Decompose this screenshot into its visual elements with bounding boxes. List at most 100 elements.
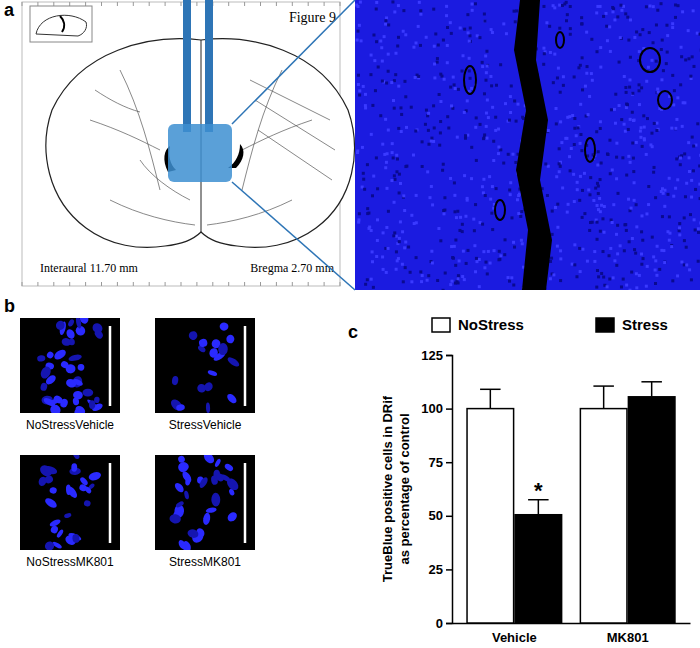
- micrograph-texture: [661, 39, 664, 42]
- micrograph-texture: [694, 228, 697, 231]
- micrograph-texture: [455, 216, 458, 219]
- micrograph-texture: [612, 276, 615, 279]
- micrograph-texture: [580, 16, 583, 19]
- micrograph-texture: [393, 107, 396, 110]
- cell: [211, 493, 220, 507]
- micrograph-texture: [463, 28, 466, 31]
- micrograph-texture: [479, 123, 482, 126]
- panel-a: aFigure 9Interaural 11.70 mmBregma 2.70 …: [4, 0, 700, 292]
- micrograph-texture: [639, 136, 642, 139]
- micrograph-texture: [647, 203, 650, 206]
- micrograph-texture: [424, 123, 427, 126]
- micrograph-texture: [692, 145, 695, 148]
- atlas-frame-tick: [165, 282, 166, 286]
- image-label: StressVehicle: [169, 418, 242, 432]
- micrograph-texture: [419, 270, 422, 273]
- micrograph-texture: [519, 215, 522, 218]
- micrograph-texture: [555, 107, 558, 110]
- micrograph-texture: [371, 260, 374, 263]
- micrograph-texture: [609, 50, 612, 53]
- micrograph-texture: [652, 255, 655, 258]
- micrograph-texture: [384, 118, 387, 121]
- micrograph-texture: [371, 104, 374, 107]
- micrograph-texture: [605, 12, 608, 15]
- micrograph-texture: [381, 60, 384, 63]
- micrograph-texture: [366, 278, 369, 281]
- micrograph-texture: [410, 214, 413, 217]
- micrograph-texture: [495, 187, 498, 190]
- micrograph-texture: [631, 93, 634, 96]
- cell: [173, 481, 185, 494]
- panel-label: b: [4, 296, 15, 316]
- micrograph-texture: [377, 66, 380, 69]
- micrograph-texture: [454, 238, 457, 241]
- micrograph-texture: [542, 63, 545, 66]
- y-tick: 0: [436, 616, 452, 631]
- micrograph-texture: [446, 61, 449, 64]
- micrograph-texture: [654, 282, 657, 285]
- micrograph-texture: [517, 194, 520, 197]
- micrograph-texture: [599, 5, 602, 8]
- micrograph-texture: [452, 76, 455, 79]
- micrograph-texture: [690, 278, 693, 281]
- panel-label: c: [348, 322, 358, 342]
- micrograph-texture: [520, 239, 523, 242]
- micrograph-texture: [453, 83, 456, 86]
- micrograph-background: [355, 0, 700, 290]
- micrograph-texture: [484, 194, 487, 197]
- micrograph-texture: [443, 209, 446, 212]
- micrograph-texture: [680, 55, 683, 58]
- micrograph-texture: [385, 271, 388, 274]
- cell: [67, 531, 82, 542]
- micrograph-texture: [596, 204, 599, 207]
- micrograph-texture: [573, 117, 576, 120]
- micrograph-texture: [555, 122, 558, 125]
- y-tick-label: 50: [429, 508, 443, 523]
- cell: [43, 540, 56, 550]
- micrograph-texture: [491, 228, 494, 231]
- atlas-frame-tick: [101, 282, 102, 286]
- micrograph-texture: [612, 203, 615, 206]
- micrograph-texture: [398, 191, 401, 194]
- micrograph-texture: [426, 170, 429, 173]
- micrograph-texture: [635, 141, 638, 144]
- atlas-frame-tick: [133, 2, 134, 6]
- micrograph-texture: [562, 84, 565, 87]
- atlas-frame-tick: [340, 2, 341, 6]
- micrograph-texture: [511, 153, 514, 156]
- micrograph-texture: [384, 166, 387, 169]
- micrograph-texture: [485, 71, 488, 74]
- micrograph-texture: [375, 40, 378, 43]
- micrograph-texture: [439, 120, 442, 123]
- micrograph-texture: [483, 20, 486, 23]
- y-tick: 100: [421, 401, 452, 416]
- micrograph-texture: [558, 4, 561, 7]
- micrograph-texture: [668, 215, 671, 218]
- micrograph-texture: [597, 185, 600, 188]
- micrograph-texture: [421, 165, 424, 168]
- atlas-frame-tick: [85, 282, 86, 286]
- micrograph-texture: [384, 19, 387, 22]
- micrograph-vessel: [585, 138, 595, 162]
- micrograph-texture: [552, 81, 555, 84]
- atlas-frame-tick: [324, 2, 325, 6]
- micrograph-texture: [356, 39, 359, 42]
- micrograph-texture: [427, 112, 430, 115]
- micrograph-texture: [578, 199, 581, 202]
- micrograph-texture: [485, 112, 488, 115]
- micrograph-texture: [638, 89, 641, 92]
- micrograph-texture: [466, 13, 469, 16]
- cell: [93, 329, 104, 341]
- micrograph-texture: [393, 231, 396, 234]
- micrograph-texture: [438, 144, 441, 147]
- micrograph-texture: [453, 181, 456, 184]
- micrograph-texture: [371, 250, 374, 253]
- micrograph-texture: [372, 34, 375, 37]
- micrograph-texture: [454, 282, 457, 285]
- error-bar: [641, 382, 661, 397]
- micrograph-texture: [638, 103, 641, 106]
- cell: [220, 473, 232, 483]
- cell: [169, 513, 182, 524]
- micrograph-texture: [660, 249, 663, 252]
- cell: [177, 462, 188, 473]
